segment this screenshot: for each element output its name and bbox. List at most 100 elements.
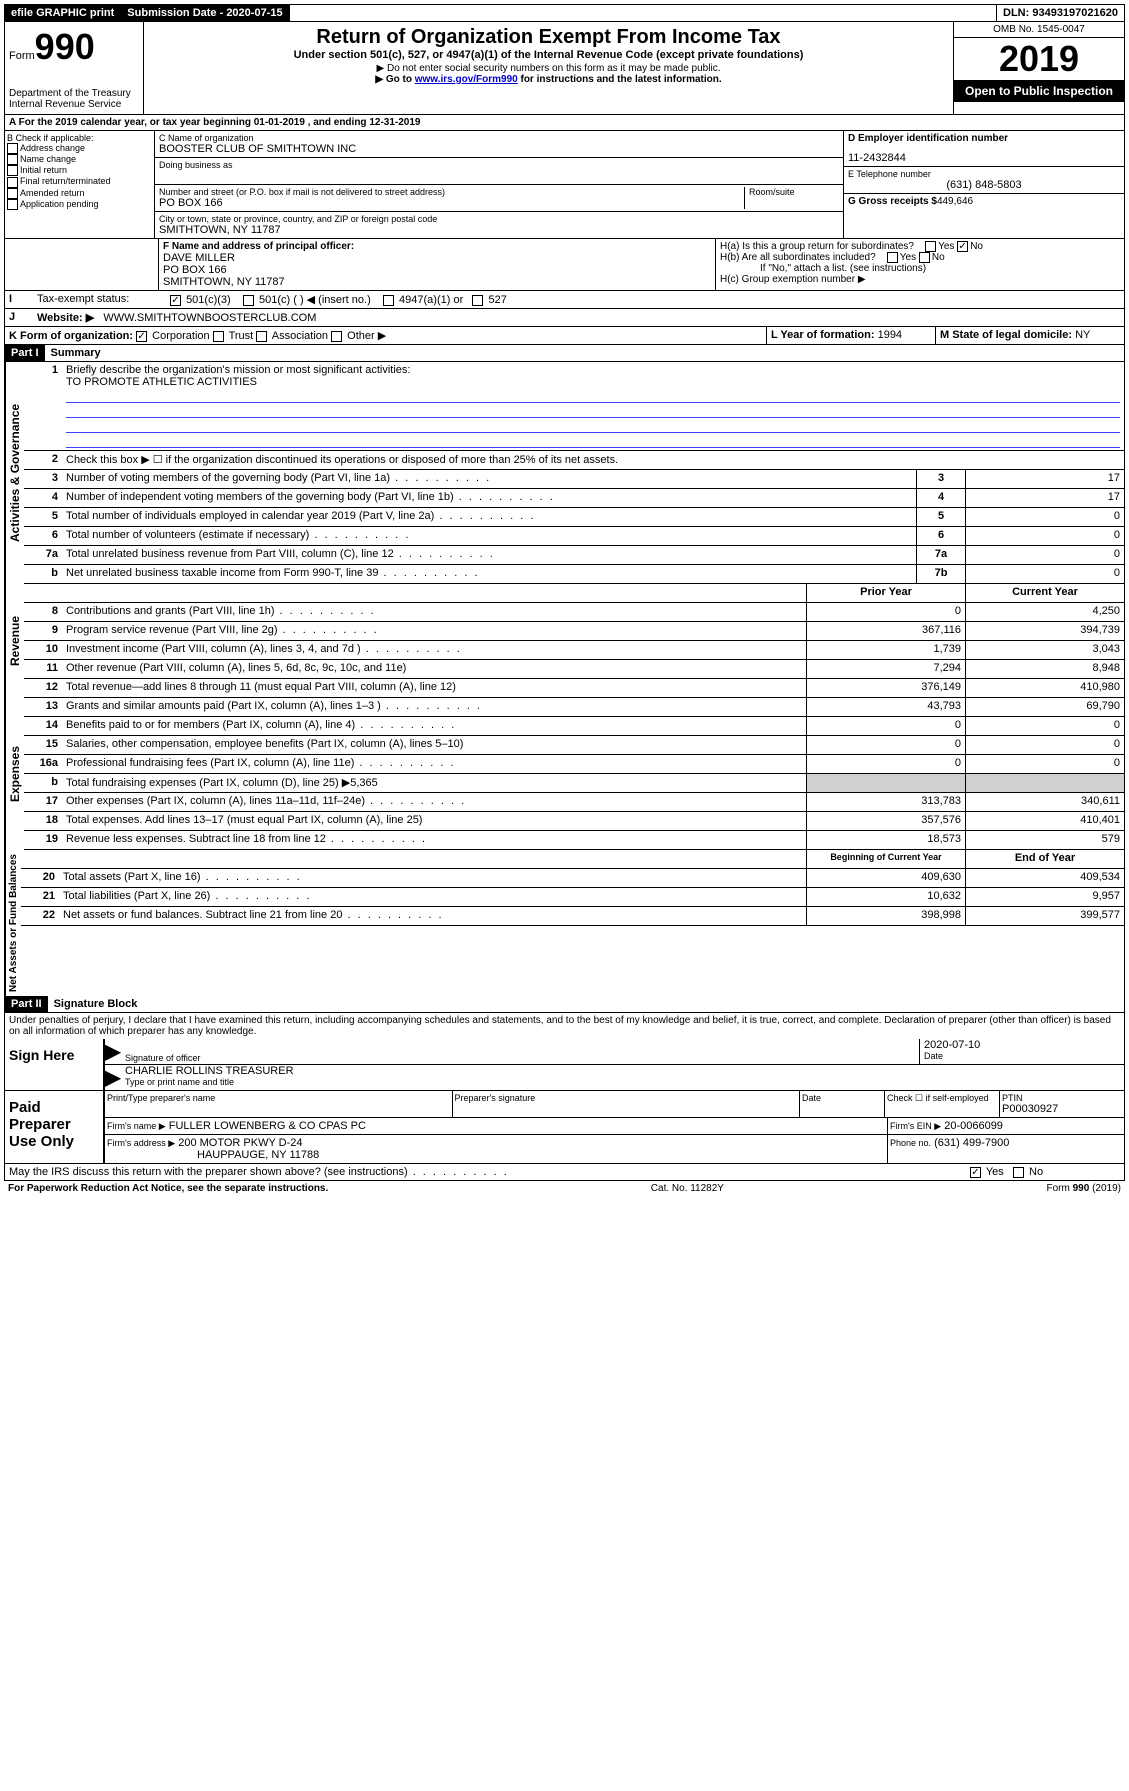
- note-link-row: ▶ Go to www.irs.gov/Form990 for instruct…: [148, 74, 949, 85]
- phone-value: (631) 848-5803: [848, 179, 1120, 191]
- l22-curr: 399,577: [965, 907, 1124, 925]
- phone-label: E Telephone number: [848, 169, 1120, 179]
- l22-prior: 398,998: [806, 907, 965, 925]
- l16a-desc: Professional fundraising fees (Part IX, …: [62, 755, 806, 773]
- begin-year-head: Beginning of Current Year: [806, 850, 965, 868]
- h-a: H(a) Is this a group return for subordin…: [720, 241, 1120, 252]
- sig-date: 2020-07-10: [924, 1039, 1124, 1051]
- l5-desc: Total number of individuals employed in …: [62, 508, 916, 526]
- part2-title: Signature Block: [48, 996, 144, 1012]
- sign-here-block: Sign Here ▶ Signature of officer 2020-07…: [4, 1039, 1125, 1091]
- form-number: 990: [35, 26, 95, 67]
- part1-title: Summary: [45, 345, 107, 361]
- efile-print-btn[interactable]: efile GRAPHIC print: [5, 5, 121, 21]
- chk-initial[interactable]: Initial return: [7, 165, 152, 176]
- chk-amended[interactable]: Amended return: [7, 188, 152, 199]
- l6-val: 0: [965, 527, 1124, 545]
- firm-addr2: HAUPPAUGE, NY 11788: [107, 1149, 319, 1161]
- chk-address[interactable]: Address change: [7, 143, 152, 154]
- city-label: City or town, state or province, country…: [159, 214, 839, 224]
- sig-date-label: Date: [924, 1051, 1124, 1061]
- paid-preparer-block: Paid Preparer Use Only Print/Type prepar…: [4, 1091, 1125, 1164]
- officer-addr2: SMITHTOWN, NY 11787: [163, 276, 711, 288]
- chk-trust[interactable]: [213, 331, 224, 342]
- l7a-desc: Total unrelated business revenue from Pa…: [62, 546, 916, 564]
- l7a-val: 0: [965, 546, 1124, 564]
- l5-val: 0: [965, 508, 1124, 526]
- ein-value: 11-2432844: [848, 152, 1120, 164]
- l13-desc: Grants and similar amounts paid (Part IX…: [62, 698, 806, 716]
- irs-link[interactable]: www.irs.gov/Form990: [415, 74, 518, 85]
- h-c: H(c) Group exemption number ▶: [720, 274, 1120, 285]
- col-d-right: D Employer identification number 11-2432…: [844, 131, 1124, 238]
- l12-desc: Total revenue—add lines 8 through 11 (mu…: [62, 679, 806, 697]
- l11-desc: Other revenue (Part VIII, column (A), li…: [62, 660, 806, 678]
- dln: DLN: 93493197021620: [997, 5, 1124, 21]
- l16a-curr: 0: [965, 755, 1124, 773]
- part1-header: Part I Summary: [4, 345, 1125, 362]
- l20-curr: 409,534: [965, 869, 1124, 887]
- penalty-text: Under penalties of perjury, I declare th…: [4, 1013, 1125, 1039]
- ptin-value: P00030927: [1002, 1103, 1122, 1115]
- chk-other[interactable]: [331, 331, 342, 342]
- end-year-head: End of Year: [965, 850, 1124, 868]
- sig-name: CHARLIE ROLLINS TREASURER: [125, 1065, 1124, 1077]
- chk-pending[interactable]: Application pending: [7, 199, 152, 210]
- dept-treasury: Department of the Treasury: [9, 88, 139, 99]
- firm-ein-label: Firm's EIN ▶: [890, 1121, 941, 1131]
- row-fh: F Name and address of principal officer:…: [4, 239, 1125, 291]
- note2-pre: ▶ Go to: [375, 74, 414, 85]
- firm-ein: 20-0066099: [944, 1120, 1003, 1132]
- l15-prior: 0: [806, 736, 965, 754]
- note2-post: for instructions and the latest informat…: [518, 74, 722, 85]
- spacer: [290, 5, 997, 21]
- form-subtitle: Under section 501(c), 527, or 4947(a)(1)…: [148, 49, 949, 61]
- tax-year: 2019: [954, 38, 1124, 80]
- chk-501c[interactable]: [243, 295, 254, 306]
- prep-sig-head: Preparer's signature: [453, 1091, 801, 1117]
- section-governance: Activities & Governance 1 Briefly descri…: [4, 362, 1125, 584]
- l3-desc: Number of voting members of the governin…: [62, 470, 916, 488]
- l17-curr: 340,611: [965, 793, 1124, 811]
- form-title: Return of Organization Exempt From Incom…: [148, 26, 949, 49]
- firm-name-label: Firm's name ▶: [107, 1121, 166, 1131]
- l9-prior: 367,116: [806, 622, 965, 640]
- row-i: I Tax-exempt status: 501(c)(3) 501(c) ( …: [4, 291, 1125, 309]
- discuss-yes[interactable]: [970, 1167, 981, 1178]
- l15-desc: Salaries, other compensation, employee b…: [62, 736, 806, 754]
- chk-501c3[interactable]: [170, 295, 181, 306]
- m-label: M State of legal domicile:: [940, 329, 1072, 341]
- l20-desc: Total assets (Part X, line 16): [59, 869, 806, 887]
- l14-desc: Benefits paid to or for members (Part IX…: [62, 717, 806, 735]
- h-b: H(b) Are all subordinates included? Yes …: [720, 252, 1120, 263]
- chk-corp[interactable]: [136, 331, 147, 342]
- sign-here-label: Sign Here: [5, 1039, 105, 1090]
- l13-prior: 43,793: [806, 698, 965, 716]
- gross-value: 449,646: [937, 196, 973, 207]
- l11-curr: 8,948: [965, 660, 1124, 678]
- l4-desc: Number of independent voting members of …: [62, 489, 916, 507]
- org-city: SMITHTOWN, NY 11787: [159, 224, 839, 236]
- discuss-no[interactable]: [1013, 1167, 1024, 1178]
- l17-prior: 313,783: [806, 793, 965, 811]
- chk-assoc[interactable]: [256, 331, 267, 342]
- l1-desc: Briefly describe the organization's miss…: [66, 364, 410, 376]
- addr-label: Number and street (or P.O. box if mail i…: [159, 187, 744, 197]
- l7b-val: 0: [965, 565, 1124, 583]
- l-label: L Year of formation:: [771, 329, 875, 341]
- chk-4947[interactable]: [383, 295, 394, 306]
- l13-curr: 69,790: [965, 698, 1124, 716]
- prep-name-head: Print/Type preparer's name: [105, 1091, 453, 1117]
- irs-label: Internal Revenue Service: [9, 99, 139, 110]
- rev-vert-label: Revenue: [5, 584, 24, 698]
- c-name-label: C Name of organization: [159, 133, 839, 143]
- l14-prior: 0: [806, 717, 965, 735]
- l7b-desc: Net unrelated business taxable income fr…: [62, 565, 916, 583]
- chk-name[interactable]: Name change: [7, 154, 152, 165]
- footer-form: Form 990 (2019): [1047, 1183, 1121, 1194]
- section-netassets: Net Assets or Fund Balances Beginning of…: [4, 850, 1125, 996]
- exp-vert-label: Expenses: [5, 698, 24, 850]
- chk-527[interactable]: [472, 295, 483, 306]
- chk-final[interactable]: Final return/terminated: [7, 176, 152, 187]
- org-name: BOOSTER CLUB OF SMITHTOWN INC: [159, 143, 839, 155]
